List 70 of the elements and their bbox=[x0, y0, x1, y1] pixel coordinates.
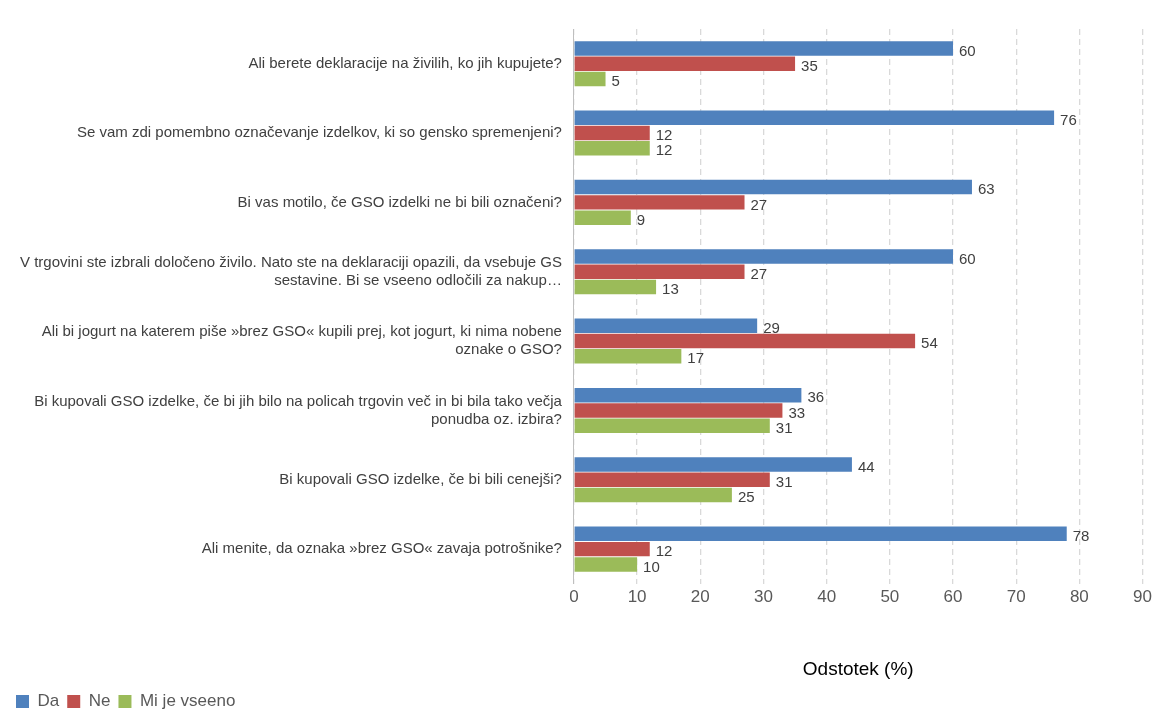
data-label: 10 bbox=[643, 557, 660, 575]
y-tick-label: Ali berete deklaracije na živilih, ko jih kupujete? bbox=[248, 53, 562, 71]
y-tick-label: Bi vas motilo, če GSO izdelki ne bi bili označeni? bbox=[237, 192, 562, 210]
data-label: 31 bbox=[775, 472, 793, 490]
bar bbox=[574, 210, 631, 225]
y-tick-label: Ali bi jogurt na katerem piše »brez GSO« kupili prej, kot jogurt, ki nima nobene oznake o GSO? bbox=[41, 322, 562, 358]
data-label: 12 bbox=[655, 126, 673, 144]
data-label: 13 bbox=[662, 280, 679, 298]
bar bbox=[574, 418, 770, 433]
data-label: 44 bbox=[857, 457, 875, 475]
bar bbox=[574, 249, 954, 264]
bar bbox=[574, 403, 783, 418]
bar bbox=[574, 541, 650, 557]
bar bbox=[574, 557, 638, 572]
bar bbox=[574, 41, 954, 56]
y-tick-label: V trgovini ste izbrali določeno živilo. Nato ste na deklaraciji opazili, da vsebuje GS sestavine. Bi se vseeno odločili za nakup… bbox=[19, 252, 562, 288]
y-tick-label: Bi kupovali GSO izdelke, če bi jih bilo na policah trgovin več in bi bila tako večja ponudba oz. izbira? bbox=[34, 391, 563, 427]
bar bbox=[574, 387, 802, 403]
data-label: 33 bbox=[788, 403, 806, 421]
bar bbox=[574, 279, 657, 295]
x-tick-label: 10 bbox=[627, 586, 647, 606]
legend-label: Mi je vseeno bbox=[139, 691, 236, 711]
legend-label: Da bbox=[37, 691, 60, 711]
data-label: 63 bbox=[977, 180, 995, 198]
y-tick-label: Bi kupovali GSO izdelke, če bi bili cenejši? bbox=[279, 469, 562, 487]
bar bbox=[574, 179, 972, 195]
data-label: 17 bbox=[687, 349, 705, 367]
bar bbox=[574, 195, 745, 210]
data-label: 36 bbox=[807, 388, 825, 406]
data-label: 25 bbox=[737, 488, 755, 506]
data-label: 12 bbox=[655, 141, 673, 159]
bar bbox=[574, 56, 796, 71]
data-label: 35 bbox=[801, 56, 818, 74]
bar bbox=[574, 457, 852, 472]
bar bbox=[574, 472, 770, 488]
data-label: 12 bbox=[655, 542, 673, 560]
bar bbox=[574, 264, 745, 279]
data-label: 5 bbox=[611, 72, 620, 90]
x-tick-label: 40 bbox=[817, 586, 837, 606]
bar bbox=[574, 125, 650, 141]
data-label: 29 bbox=[763, 318, 780, 336]
data-label: 27 bbox=[750, 264, 768, 282]
bar bbox=[574, 526, 1067, 542]
bar bbox=[574, 141, 650, 156]
data-label: 78 bbox=[1072, 527, 1090, 545]
x-tick-label: 50 bbox=[880, 586, 900, 606]
x-tick-label: 30 bbox=[754, 586, 773, 606]
bar bbox=[574, 349, 682, 364]
y-tick-label: Se vam zdi pomembno označevanje izdelkov, ki so gensko spremenjeni? bbox=[76, 123, 562, 141]
data-label: 31 bbox=[775, 418, 793, 436]
x-tick-label: 0 bbox=[569, 586, 579, 606]
data-label: 54 bbox=[921, 334, 938, 352]
x-tick-label: 80 bbox=[1069, 586, 1089, 606]
data-label: 76 bbox=[1060, 110, 1077, 128]
x-axis-title: Odstotek (%) bbox=[802, 657, 914, 679]
data-label: 60 bbox=[959, 41, 976, 59]
x-tick-label: 20 bbox=[690, 586, 710, 606]
x-tick-label: 90 bbox=[1133, 586, 1153, 606]
legend-label: Ne bbox=[88, 691, 111, 711]
bar bbox=[574, 110, 1055, 126]
data-label: 60 bbox=[959, 249, 976, 267]
bar bbox=[574, 71, 606, 87]
x-tick-label: 70 bbox=[1006, 586, 1026, 606]
x-tick-label: 60 bbox=[943, 586, 963, 606]
bar bbox=[574, 333, 916, 349]
y-tick-label: Ali menite, da oznaka »brez GSO« zavaja potrošnike? bbox=[201, 539, 562, 557]
data-label: 9 bbox=[636, 210, 646, 228]
bar bbox=[574, 318, 758, 334]
bar bbox=[574, 487, 732, 503]
data-label: 27 bbox=[750, 195, 768, 213]
